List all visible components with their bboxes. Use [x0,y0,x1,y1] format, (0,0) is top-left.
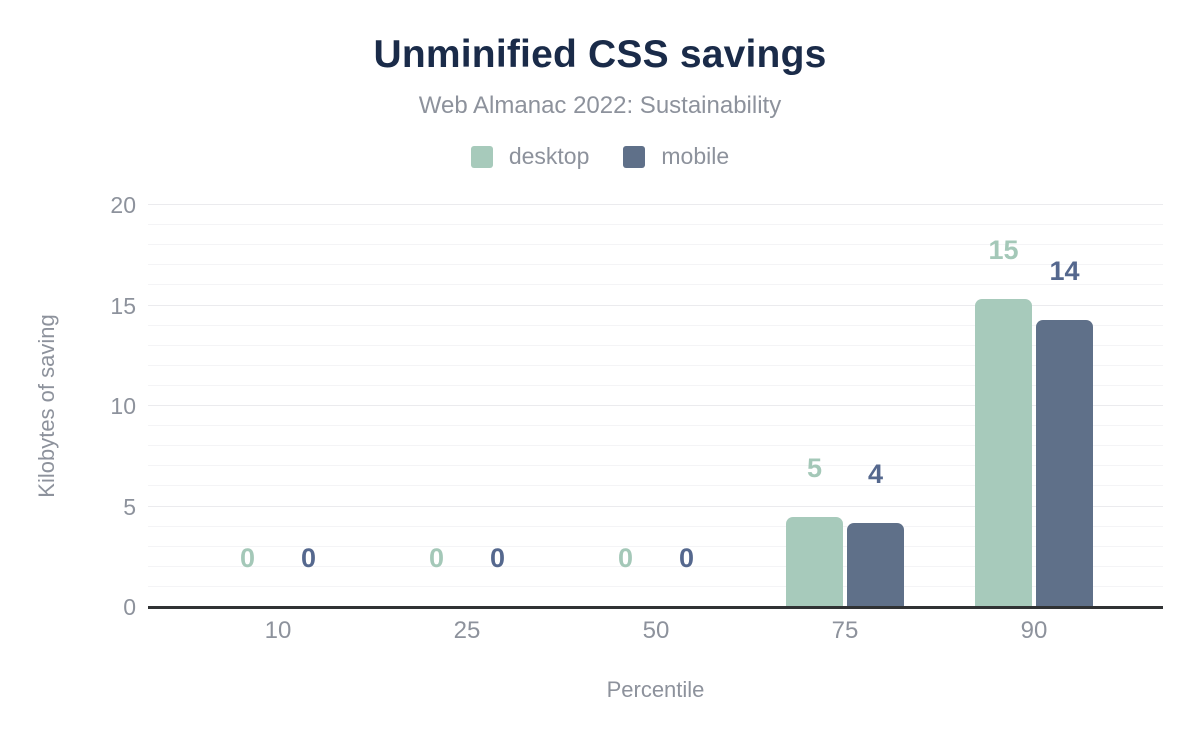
gridline [148,324,1163,326]
y-axis-title: Kilobytes of saving [34,314,59,498]
gridline [148,585,1163,587]
value-label-desktop-p25: 0 [428,543,445,573]
x-tick-label: 50 [642,617,670,644]
gridline [148,565,1163,567]
legend-swatch-mobile [623,145,646,168]
gridline [148,505,1163,507]
gridline [148,344,1163,346]
plot-area: 0 5 10 15 20 10 25 50 75 90 0 0 0 5 15 0 0 0 4 14 [110,192,1163,644]
gridline [148,264,1163,266]
x-tick-label: 25 [453,617,481,644]
value-label-mobile-p90: 14 [1049,255,1080,286]
legend-item-desktop: desktop [470,143,590,170]
gridline [148,525,1163,527]
value-label-mobile-p75: 4 [867,458,884,489]
gridline [148,224,1163,226]
x-axis-line [148,606,1163,609]
x-tick-label: 10 [264,617,292,644]
x-tick-label: 90 [1020,617,1048,644]
gridline [148,304,1163,306]
chart-subtitle: Web Almanac 2022: Sustainability [418,92,782,119]
value-label-desktop-p50: 0 [617,543,634,573]
value-label-desktop-p90: 15 [988,235,1019,266]
gridline [148,405,1163,406]
y-tick-label: 20 [110,192,136,218]
x-tick-label: 75 [831,617,859,644]
value-label-mobile-p25: 0 [489,543,506,573]
legend: desktop mobile [0,143,1200,170]
value-label-mobile-p50: 0 [678,543,695,573]
gridline [148,384,1163,386]
gridline [148,244,1163,246]
y-tick-label: 15 [110,292,136,319]
y-tick-label: 10 [110,393,136,419]
value-label-desktop-p75: 5 [806,452,823,483]
y-tick-label: 5 [123,493,136,520]
x-axis-title: Percentile [606,677,705,702]
bar-desktop-p90 [975,299,1032,607]
legend-label-mobile: mobile [661,143,730,169]
gridline [148,485,1163,487]
legend-item-mobile: mobile [623,143,729,170]
legend-label-desktop: desktop [508,143,590,169]
value-label-desktop-p10: 0 [239,543,256,573]
gridline [148,284,1163,286]
bar-desktop-p75 [786,516,843,607]
gridline [148,425,1163,427]
gridline [148,364,1163,366]
y-tick-label: 0 [123,594,136,620]
gridline [148,545,1163,547]
chart-title: Unminified CSS savings [373,33,827,76]
gridline [148,445,1163,447]
legend-swatch-desktop [470,145,493,168]
value-label-mobile-p10: 0 [300,543,317,573]
gridline [148,465,1163,467]
gridline [148,204,1163,205]
bar-mobile-p75 [847,522,904,607]
bar-mobile-p90 [1036,319,1093,607]
